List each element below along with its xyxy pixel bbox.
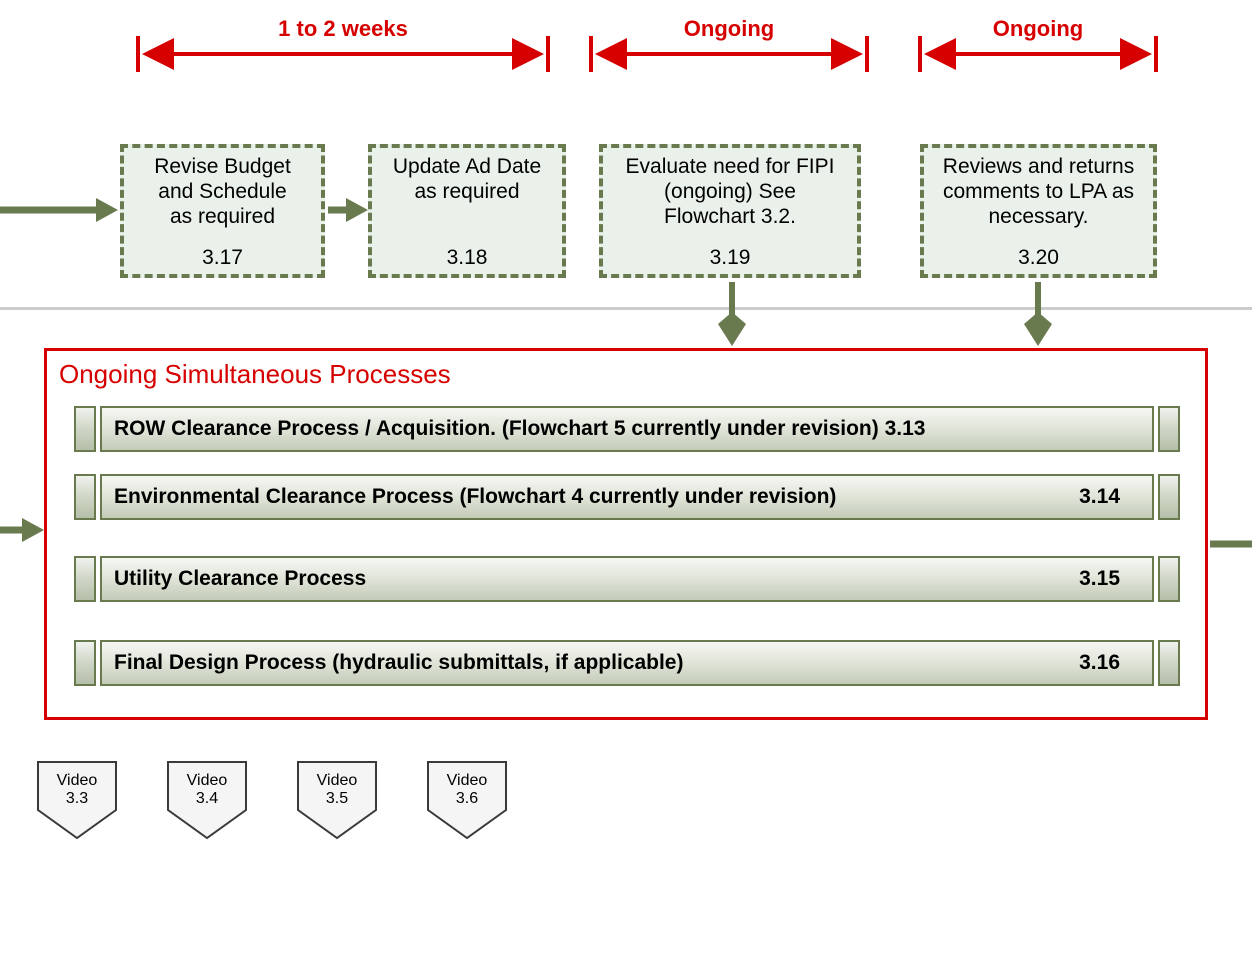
proc-num: 3.17 <box>128 245 317 274</box>
proc-line: necessary. <box>928 204 1149 229</box>
bar-row-313: ROW Clearance Process / Acquisition. (Fl… <box>74 406 1180 452</box>
shield-label-num: 3.3 <box>36 790 118 808</box>
bar-mid: ROW Clearance Process / Acquisition. (Fl… <box>100 406 1154 452</box>
proc-line: as required <box>376 179 558 204</box>
bar-mid: Final Design Process (hydraulic submitta… <box>100 640 1154 686</box>
shield-label-top: Video <box>166 772 248 790</box>
process-box-3-18: Update Ad Date as required 3.18 <box>368 144 566 278</box>
bar-row-315: Utility Clearance Process 3.15 <box>74 556 1180 602</box>
bar-mid: Environmental Clearance Process (Flowcha… <box>100 474 1154 520</box>
bar-label: Utility Clearance Process <box>114 567 1069 591</box>
process-box-3-17: Revise Budget and Schedule as required 3… <box>120 144 325 278</box>
diagram-canvas: 1 to 2 weeks Ongoing Ongoing Revise Budg… <box>0 0 1252 969</box>
bar-cap-left <box>74 406 96 452</box>
video-shield-34: Video 3.4 <box>166 760 248 840</box>
shield-label-num: 3.6 <box>426 790 508 808</box>
proc-num: 3.20 <box>928 245 1149 274</box>
bar-cap-right <box>1158 474 1180 520</box>
video-shield-35: Video 3.5 <box>296 760 378 840</box>
bar-cap-right <box>1158 640 1180 686</box>
video-shield-36: Video 3.6 <box>426 760 508 840</box>
proc-line: Evaluate need for FIPI <box>607 154 853 179</box>
proc-line: (ongoing) See <box>607 179 853 204</box>
arrow-in-left <box>0 198 118 222</box>
bar-row-314: Environmental Clearance Process (Flowcha… <box>74 474 1180 520</box>
bar-mid: Utility Clearance Process 3.15 <box>100 556 1154 602</box>
timeline-label-3: Ongoing <box>920 16 1156 42</box>
bar-label: Final Design Process (hydraulic submitta… <box>114 651 1069 675</box>
bar-num: 3.16 <box>1079 651 1120 675</box>
shield-label-num: 3.4 <box>166 790 248 808</box>
proc-line: Update Ad Date <box>376 154 558 179</box>
bar-cap-left <box>74 556 96 602</box>
timeline-label-1: 1 to 2 weeks <box>138 16 548 42</box>
proc-num: 3.19 <box>607 245 853 274</box>
down-connector-319 <box>718 282 746 346</box>
bar-cap-left <box>74 474 96 520</box>
bar-label: Environmental Clearance Process (Flowcha… <box>114 485 1069 509</box>
bar-label: ROW Clearance Process / Acquisition. (Fl… <box>114 417 1110 441</box>
ongoing-processes-title: Ongoing Simultaneous Processes <box>59 359 451 390</box>
process-box-3-20: Reviews and returns comments to LPA as n… <box>920 144 1157 278</box>
bar-cap-right <box>1158 406 1180 452</box>
arrow-into-frame <box>0 518 44 542</box>
bar-cap-left <box>74 640 96 686</box>
process-box-3-19: Evaluate need for FIPI (ongoing) See Flo… <box>599 144 861 278</box>
down-connector-320 <box>1024 282 1052 346</box>
bar-cap-right <box>1158 556 1180 602</box>
horizontal-divider <box>0 307 1252 310</box>
proc-line: as required <box>128 204 317 229</box>
shield-label-top: Video <box>426 772 508 790</box>
arrow-317-to-318 <box>328 198 368 222</box>
bar-num: 3.15 <box>1079 567 1120 591</box>
shield-label-top: Video <box>36 772 118 790</box>
timeline-label-2: Ongoing <box>591 16 867 42</box>
proc-line: and Schedule <box>128 179 317 204</box>
proc-line: Flowchart 3.2. <box>607 204 853 229</box>
bar-num: 3.14 <box>1079 485 1120 509</box>
proc-line: Reviews and returns <box>928 154 1149 179</box>
bar-row-316: Final Design Process (hydraulic submitta… <box>74 640 1180 686</box>
proc-num: 3.18 <box>376 245 558 274</box>
proc-line: Revise Budget <box>128 154 317 179</box>
video-shield-33: Video 3.3 <box>36 760 118 840</box>
shield-label-top: Video <box>296 772 378 790</box>
proc-line: comments to LPA as <box>928 179 1149 204</box>
shield-label-num: 3.5 <box>296 790 378 808</box>
